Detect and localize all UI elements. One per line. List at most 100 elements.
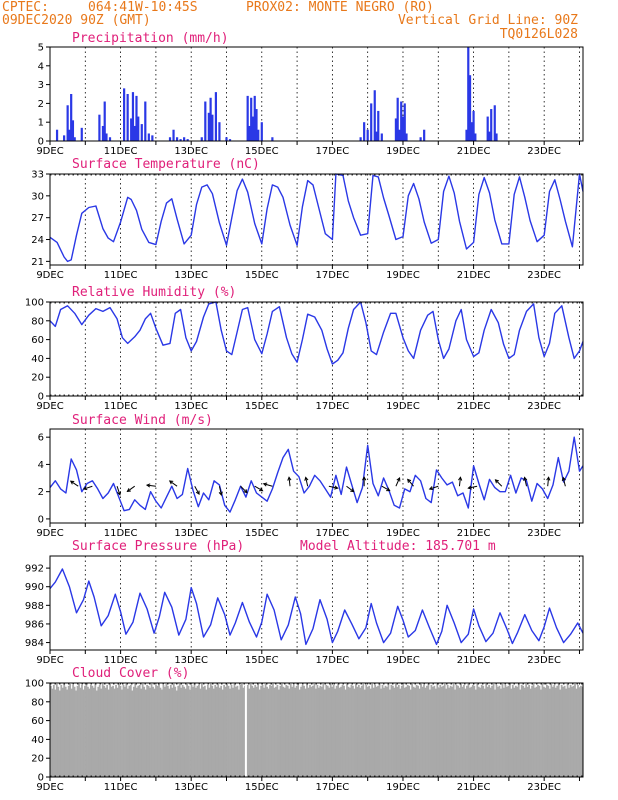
- cloud-cover-bar: [569, 684, 572, 777]
- precipitation-y-tick-label: 1: [38, 118, 44, 129]
- cloud-cover-bar: [239, 684, 242, 777]
- temperature-date-label: 23DEC: [527, 270, 561, 281]
- cloud-cover-bar: [270, 685, 273, 777]
- precipitation-bar: [394, 118, 398, 141]
- cloud-cover-bar: [415, 684, 418, 777]
- header-station: PROX02: MONTE NEGRO (RO): [246, 0, 434, 15]
- precipitation-bar: [423, 129, 426, 141]
- pressure-y-tick-label: 986: [25, 619, 44, 630]
- cloud-cover-bar: [483, 688, 486, 777]
- header-coords: 064:41W-10:45S: [88, 0, 198, 15]
- wind-arrow: [561, 476, 566, 487]
- precipitation-bar: [144, 101, 147, 141]
- pressure-date-label: 15DEC: [245, 655, 279, 666]
- cloud-cover-bar: [545, 684, 548, 777]
- precipitation-bar: [137, 116, 140, 141]
- precipitation-bar: [80, 127, 83, 141]
- cloud-cover-bar: [161, 689, 163, 777]
- cloud-cover-bar: [357, 684, 360, 777]
- precipitation-bar: [147, 133, 150, 141]
- cloud-date-label: 23DEC: [527, 782, 561, 793]
- cloud-cover-bar: [315, 688, 317, 777]
- wind-arrow-shaft: [288, 477, 291, 487]
- cloud-cover-bar: [295, 685, 298, 777]
- cloud-cover-bar: [138, 684, 141, 777]
- cloud-cover-bar: [264, 683, 267, 777]
- wind-arrow-shaft: [395, 477, 401, 487]
- cloud-cover-bar: [334, 688, 337, 777]
- cloud-cover-bar: [76, 685, 79, 777]
- cloud-cover-bar: [326, 685, 329, 777]
- precipitation-bar: [401, 116, 405, 141]
- cloud-cover-bar: [463, 684, 465, 777]
- wind-arrow-head: [407, 478, 412, 483]
- cloud-cover-bar: [183, 686, 186, 777]
- cloud-cover-bar: [566, 683, 569, 777]
- cloud-cover-bar: [112, 685, 114, 777]
- cloud-cover-bar: [412, 686, 415, 777]
- cloud-cover-bar: [312, 685, 314, 777]
- cloud-cover-bar: [125, 683, 128, 777]
- cloud-cover-bar: [485, 683, 488, 777]
- cloud-cover-bar: [82, 689, 85, 777]
- cloud-cover-bar: [581, 686, 584, 777]
- cloud-cover-bar: [278, 689, 280, 777]
- precipitation-bar: [495, 133, 498, 141]
- cloud-cover-bar: [464, 688, 467, 777]
- wind-arrow-shaft: [495, 479, 503, 487]
- precipitation-bar: [63, 135, 66, 141]
- precipitation-bar: [255, 109, 258, 141]
- cloud-cover-bar: [477, 686, 480, 777]
- wind-arrow: [116, 486, 122, 496]
- cloud-cover-bar: [211, 685, 214, 777]
- cloud-cover-bar: [156, 685, 159, 777]
- cloud-cover-bar: [551, 686, 554, 777]
- cloud-cover-bar: [577, 684, 579, 777]
- temperature-date-label: 17DEC: [316, 270, 350, 281]
- cloud-cover-bar: [273, 687, 276, 777]
- cloud-cover-bar: [421, 686, 424, 777]
- wind-arrow: [546, 476, 551, 487]
- cloud-cover-bar: [371, 683, 374, 777]
- cloud-cover-bar: [106, 684, 109, 777]
- cloud-cover-bar: [212, 688, 215, 777]
- cloud-cover-bar: [331, 686, 334, 777]
- cloud-cover-bar: [146, 684, 149, 777]
- cloud-cover-bar: [60, 684, 63, 777]
- cloud-cover-bar: [405, 686, 408, 777]
- cloud-cover-bar: [63, 683, 66, 777]
- cloud-cover-bar: [279, 685, 282, 777]
- pressure-date-label: 23DEC: [527, 655, 561, 666]
- cloud-cover-bar: [190, 684, 193, 777]
- precipitation-date-label: 23DEC: [527, 146, 561, 157]
- wind-arrow-shaft: [218, 486, 222, 496]
- temperature-date-label: 15DEC: [245, 270, 279, 281]
- header-model: TQ0126L028: [500, 27, 578, 42]
- cloud-cover-bar: [460, 683, 462, 777]
- cloud-cover-bar: [134, 683, 137, 777]
- precipitation-bar: [488, 131, 491, 141]
- cloud-cover-bar: [221, 689, 224, 777]
- wind-arrow-head: [145, 483, 151, 488]
- cloud-cover-bar: [337, 683, 340, 777]
- cloud-cover-bar: [341, 684, 344, 777]
- precipitation-bar: [228, 139, 232, 141]
- wind-arrow: [523, 476, 528, 487]
- precipitation-bar: [73, 137, 76, 141]
- cloud-cover-bar: [104, 687, 107, 777]
- cloud-cover-bar: [501, 683, 504, 777]
- cloud-cover-bar: [189, 689, 191, 777]
- wind-arrow-head: [168, 480, 174, 485]
- cloud-cover-bar: [451, 686, 454, 777]
- cloud-cover-bar: [471, 684, 474, 777]
- cloud-cover-bar: [286, 685, 289, 777]
- cloud-cover-bar: [229, 688, 231, 777]
- cloud-cover-bar: [310, 686, 313, 777]
- precipitation-bar: [98, 114, 101, 141]
- wind-arrow: [458, 476, 463, 487]
- cloud-cover-bar: [454, 689, 456, 777]
- cloud-cover-bar: [372, 687, 375, 777]
- wind-arrow-shaft: [562, 477, 566, 487]
- cloud-cover-bar: [375, 686, 378, 777]
- cloud-cover-bar: [58, 690, 61, 777]
